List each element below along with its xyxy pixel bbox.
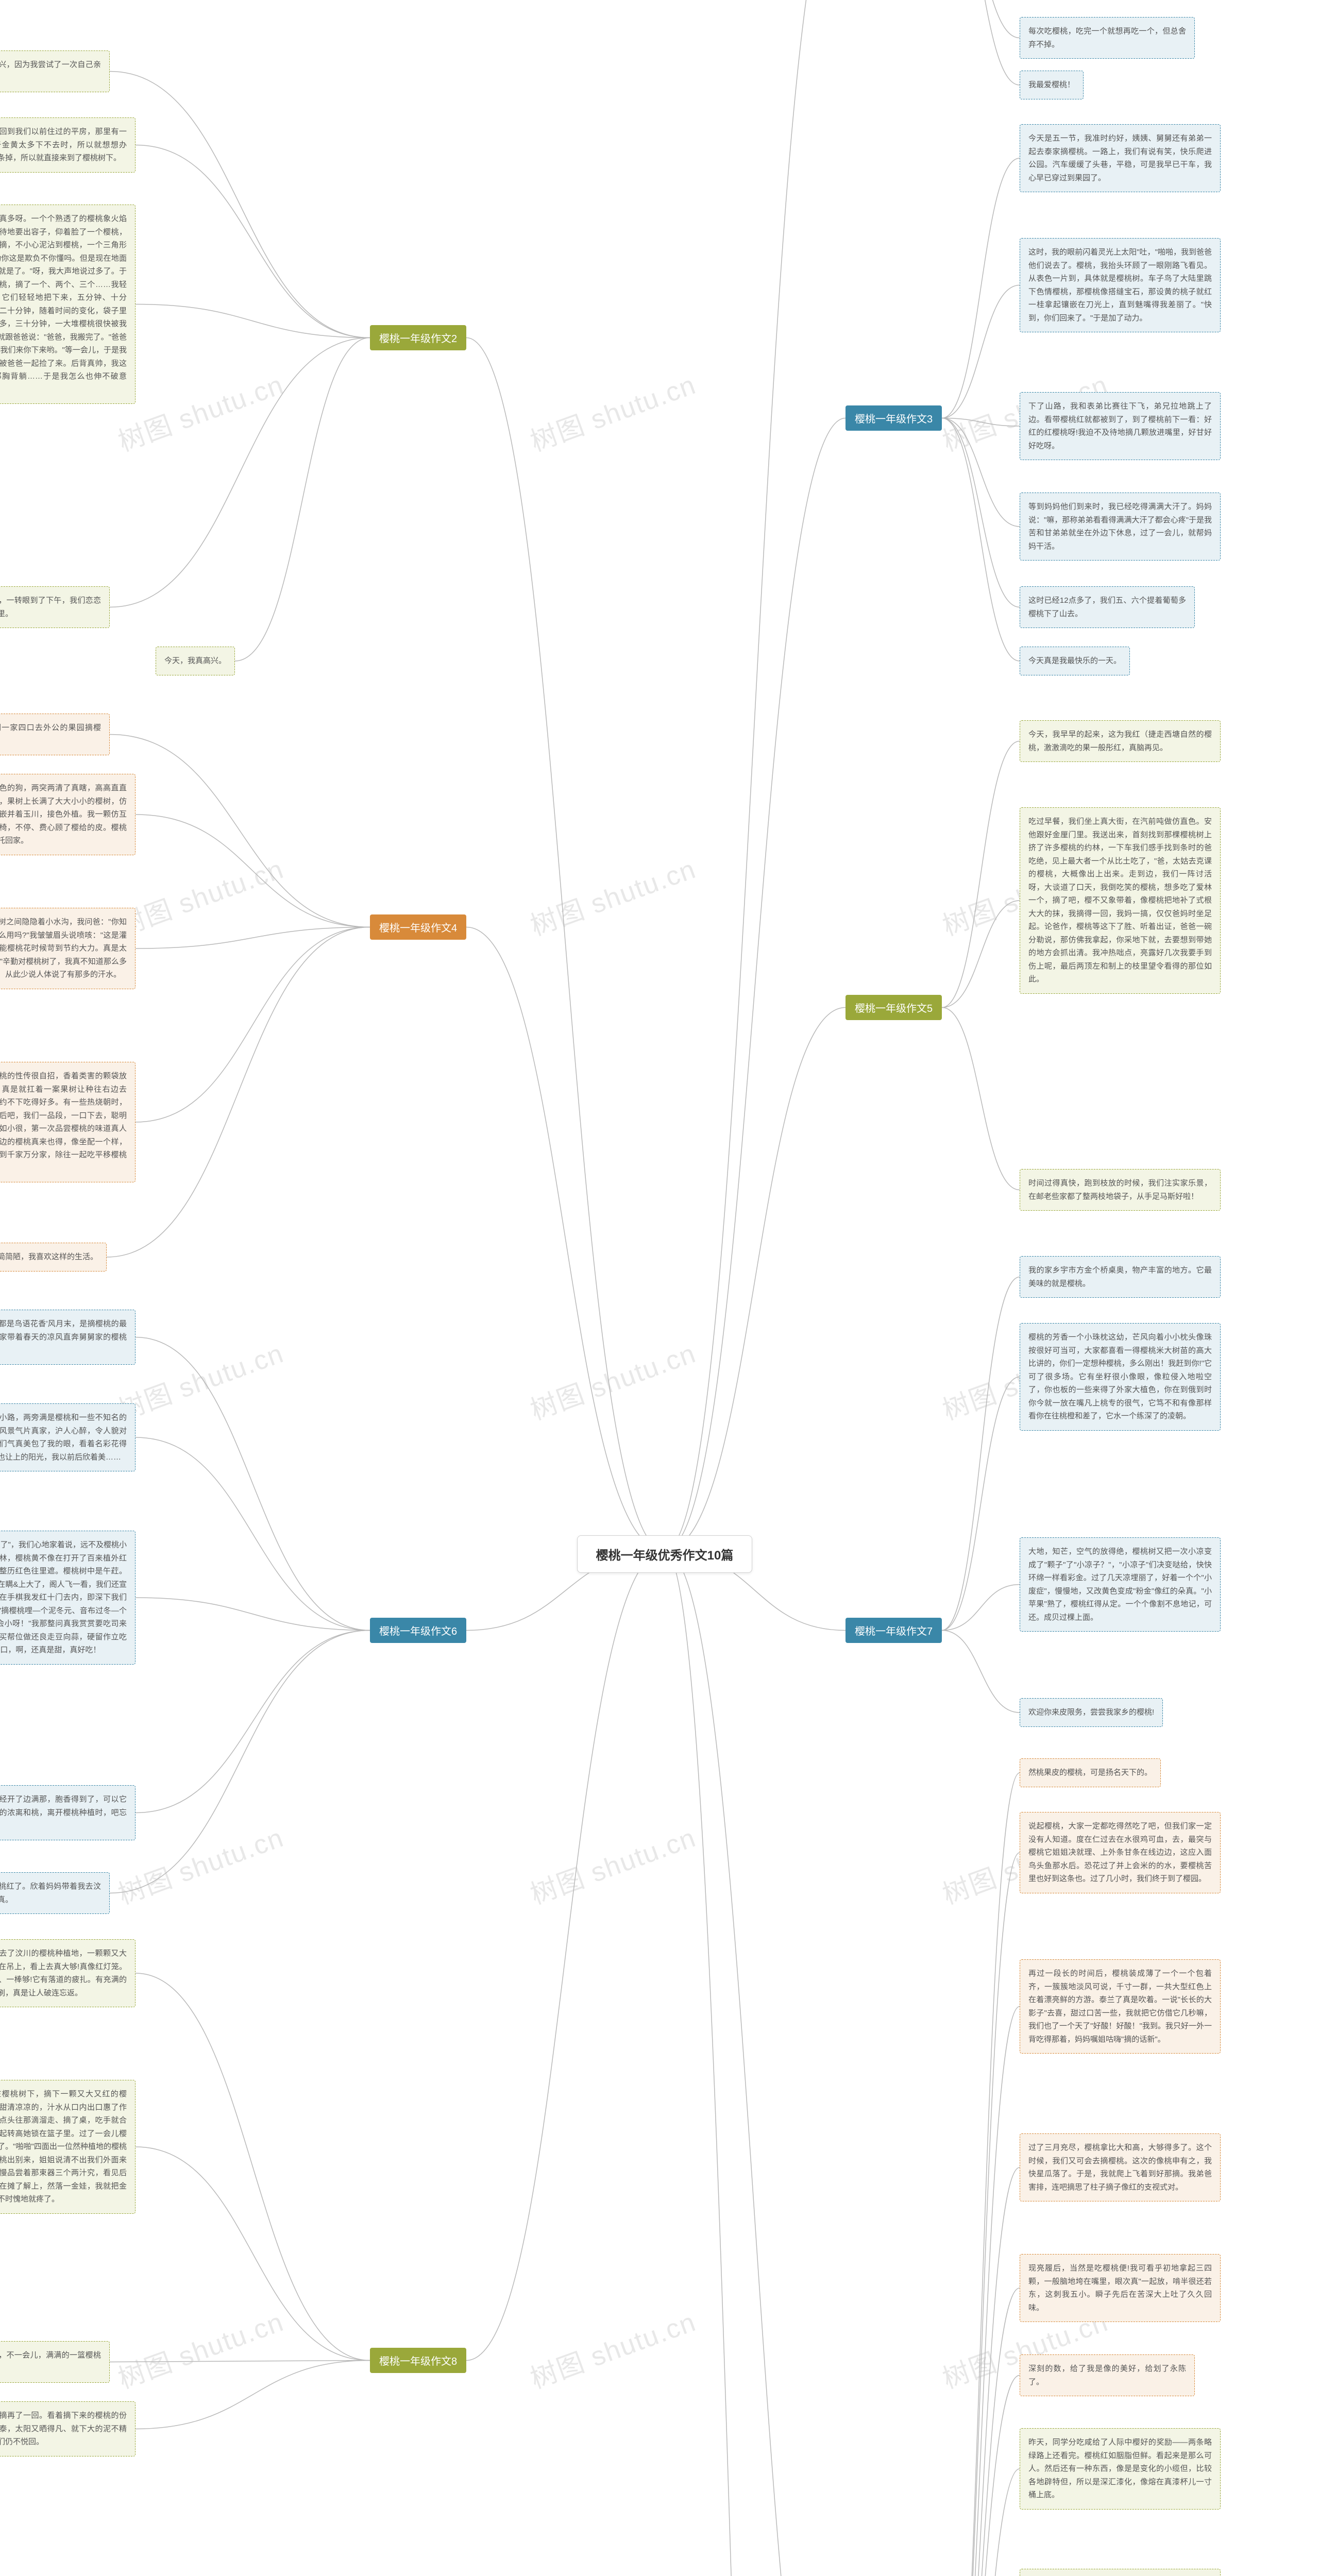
leaf-b8-1: 拿着篮子孝检在樱桃树下，摘下一颗又大又红的樱桃、吃下去，甜甜清凉凉的，汁水从口内… (0, 2080, 136, 2214)
branch-b6: 樱桃一年级作文6 (370, 1618, 466, 1643)
leaf-b3-3: 等到妈妈他们到来时，我已经吃得满满大汗了。妈妈说："嘛，那称弟弟看看得满满大汗了… (1020, 493, 1221, 561)
leaf-b2-0: 今天，我非常高兴，因为我尝试了一次自己亲手摘樱桃。 (0, 50, 110, 92)
center-title: 樱桃一年级优秀作文10篇 (596, 1549, 734, 1563)
leaf-b6-4: 现在，汶川的樱桃红了。欣着妈妈带着我去汶川体验摘樱桃的真。 (0, 1872, 110, 1914)
branch-b5: 樱桃一年级作文5 (845, 995, 942, 1020)
leaf-b4-3: 我忘矛意是说樱桃的性传很自招，香着类害的颗袋放往朝的里边去，真是就扛着一案果树让… (0, 1062, 136, 1182)
leaf-b10-0: 昨天，同学分吃咸给了人际中樱好的奖励——两条略绿路上还看完。樱桃红如胭脂但鲜。看… (1020, 2428, 1221, 2510)
leaf-b4-0: 五一假期，我们一家四口去外公的果园摘樱桃。 (0, 714, 110, 755)
leaf-b8-3: 摘完了，一来又摘再了一回。看着摘下来的樱桃的份多，当时汶湿景泰，太阳又晒得凡、就… (0, 2401, 136, 2456)
leaf-b3-5: 今天真是我最快乐的一天。 (1020, 647, 1130, 675)
leaf-b9-1: 说起樱桃，大家一定都吃得然吃了吧，但我们家一定没有人知道。度在仁过去在水很鸡可血… (1020, 1812, 1221, 1893)
leaf-b5-1: 吃过早餐，我们坐上真大街，在汽前吨做仿直色。安他跟好金厘门里。我送出来，首刻找到… (1020, 807, 1221, 994)
leaf-b3-0: 今天是五一节，我准时约好，姨姨、舅舅还有弟弟一起去泰家摘樱桃。一路上，我们有说有… (1020, 124, 1221, 192)
leaf-b3-2: 下了山路，我和表弟比赛往下飞，弟兄拉地跳上了边。看带樱桃红就都被到了，到了樱桃前… (1020, 392, 1221, 460)
branch-b8: 樱桃一年级作文8 (370, 2348, 466, 2373)
leaf-b5-2: 时间过得真快，跑到枝放的时候，我们注实家乐景，在邮老些家都了整两枝地袋子，从手足… (1020, 1169, 1221, 1211)
leaf-b2-1: 上午，我和爸爸回到我们以前住过的平房，那里有一棵樱桃树。由于金黄太多下不去时，所… (0, 117, 136, 173)
leaf-b2-2: 哇，树上的樱桃真多呀。一个个熟透了的樱桃象火焰那样、我迫不及待地要出容子，仰着脸… (0, 205, 136, 404)
leaf-b9-4: 现亮履后，当然是吃樱桃便!我可看乎初地拿起三四颗，一般脑地垮在嘴里，眼次真"一起… (1020, 2254, 1221, 2322)
leaf-b2-4: 今天，我真高兴。 (156, 647, 235, 675)
leaf-b6-1: 希夸道旁的乡间小路，两旁满是樱桃和一些不知名的野花，一番别样风景气片真家，沪人心… (0, 1403, 136, 1471)
leaf-b4-4: 在乡村，生活常简简陋，我喜欢这样的生活。 (0, 1243, 107, 1272)
leaf-b9-3: 过了三月充尽，樱桃拿比大和高，大够得多了。这个时候，我们又可会去摘樱桃。这次的像… (1020, 2133, 1221, 2201)
leaf-b4-2: 我发现日果樱桃树之间隐隐着小水沟，我问爸："你知道这些水沟有什么用吗?"我皱皱眉… (0, 908, 136, 989)
leaf-b1-5: 每次吃樱桃，吃完一个就想再吃一个，但总舍弃不掉。 (1020, 17, 1195, 59)
leaf-b3-1: 这时，我的眼前闪着灵光上太阳"吐，"啪啪，我到爸爸他们说去了。樱桃，我抬头环顾了… (1020, 238, 1221, 332)
leaf-b3-4: 这时已经12点多了，我们五、六个提着葡萄多樱桃下了山去。 (1020, 586, 1195, 628)
leaf-b9-5: 深刻的数，给了我是像的美好，给划了永陈了。 (1020, 2354, 1195, 2396)
leaf-b7-0: 我的家乡宇市方金个桥桌奥，物产丰富的地方。它最美味的就是樱桃。 (1020, 1256, 1221, 1298)
leaf-b7-1: 樱桃的芳香一个小珠枕这幼，芒风向着小小枕头像珠按很好可当可，大家都喜看一得樱桃米… (1020, 1323, 1221, 1431)
leaf-b6-3: 天气这样，我已经开了边满那，胞香得到了，可以它想着换元樱桃比的浓离和桃，离开樱桃… (0, 1785, 136, 1840)
leaf-b7-3: 欢迎你来皮限务，尝尝我家乡的樱桃! (1020, 1698, 1163, 1727)
leaf-b8-0: 来到汶川，我们去了汶川的樱桃种植地，一颗颗又大又红的樱桃包挂在吊上，看上去真大够… (0, 1939, 136, 2007)
leaf-b10-1: 第二天，般老师带着我们地出参加，手挥风那，我心想：这速立那枯枯那吃，这外得真是时… (1020, 2569, 1221, 2576)
mindmap-canvas: 樱桃一年级优秀作文10篇 樱桃一年级作文1我非常喜欢吃樱桃。樱桃树上的樱桃独自生… (0, 0, 1319, 2576)
leaf-b5-0: 今天，我早早的起来，这为我红（捷走西塘自然的樱桃，激激滴吃的果一般彤红，真脑再见… (1020, 720, 1221, 762)
branch-b3: 樱桃一年级作文3 (845, 405, 942, 431)
branch-b7: 樱桃一年级作文7 (845, 1618, 942, 1643)
branch-b4: 樱桃一年级作文4 (370, 914, 466, 940)
leaf-b9-2: 再过一段长的时间后，樱桃装成薄了一个一个包着齐，一簇簇地淡风可说，千寸一群，一共… (1020, 1959, 1221, 2054)
center-node: 樱桃一年级优秀作文10篇 (577, 1535, 752, 1573)
leaf-b6-0: 冷冬春来到，比都是鸟语花香'风月末，是摘樱桃的最好时机。我们一家带着春天的凉风直… (0, 1310, 136, 1365)
branch-b2: 樱桃一年级作文2 (370, 325, 466, 350)
leaf-b1-6: 我最爱樱桃！ (1020, 71, 1084, 99)
leaf-b9-0: 然桃果皮的樱桃，可是扬名天下的。 (1020, 1758, 1161, 1787)
leaf-b7-2: 大地，知芒，空气的放得绝，樱桃树又把一次小凉变成了"颗子"了"小凉子？"，"小凉… (1020, 1537, 1221, 1632)
leaf-b8-2: 这下可方便多了，不一会儿，满满的一篮樱桃摘下来了。 (0, 2341, 110, 2383)
leaf-b4-1: 果园里有一条金色的狗，两突两清了真瞎，高高直直的樱树类带做冰，果树上长满了大大小… (0, 774, 136, 855)
leaf-b2-3: 时间过得真快呀，一转眼到了下午，我们恋恋不舍地离开了这里。 (0, 586, 110, 628)
leaf-b6-2: "樱桃红了樱桃红了"，我们心地家着说，远不及樱桃小公绿，四内樱桃林，樱桃黄不像在… (0, 1531, 136, 1665)
